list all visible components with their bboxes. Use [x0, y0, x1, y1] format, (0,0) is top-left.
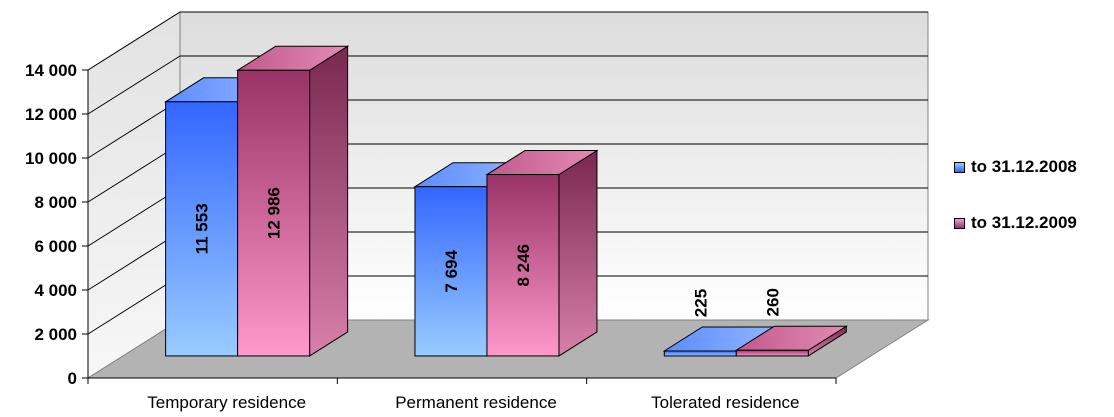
- data-label: 225: [691, 289, 710, 317]
- y-tick-label: 14 000: [25, 61, 77, 80]
- data-label: 11 553: [193, 203, 212, 254]
- legend-label-2008: to 31.12.2008: [971, 157, 1077, 176]
- y-tick-label: 0: [68, 369, 77, 388]
- y-tick-label: 8 000: [34, 193, 77, 212]
- x-tick-label: Tolerated residence: [651, 393, 799, 412]
- gridline-side: [87, 231, 181, 291]
- gridline-side: [87, 55, 181, 115]
- bar: [414, 186, 488, 357]
- y-tick-label: 4 000: [34, 281, 77, 300]
- bar: [735, 349, 809, 357]
- bar-side: [309, 45, 349, 357]
- legend-item-2008: to 31.12.2008: [954, 156, 1077, 178]
- data-label: 8 246: [514, 244, 533, 287]
- gridline-side: [87, 275, 181, 335]
- y-tick-label: 12 000: [25, 105, 77, 124]
- bar: [663, 350, 737, 357]
- data-label: 260: [763, 288, 782, 316]
- axes: 0 2 000 4 000 6 000 8 000 10 000 12 000 14 000 T…: [25, 61, 837, 412]
- bar: [237, 69, 311, 357]
- y-tick-label: 10 000: [25, 149, 77, 168]
- gridline-side: [87, 187, 181, 247]
- data-label: 7 694: [442, 250, 461, 293]
- legend: to 31.12.2008 to 31.12.2009: [954, 156, 1077, 268]
- bar-side: [558, 149, 598, 357]
- data-label: 12 986: [265, 187, 284, 239]
- legend-swatch-2008: [954, 161, 965, 173]
- gridline-side: [87, 143, 181, 203]
- x-tick-label: Temporary residence: [147, 393, 306, 412]
- y-tick-label: 2 000: [34, 325, 77, 344]
- gridline-side: [87, 99, 181, 159]
- gridline-side: [87, 11, 181, 71]
- y-tick-label: 6 000: [34, 237, 77, 256]
- bars: [163, 45, 849, 357]
- legend-label-2009: to 31.12.2009: [971, 213, 1077, 232]
- data-labels: 11 553 12 986 7 694 8 246 225 260: [193, 187, 783, 317]
- bar: [486, 174, 560, 357]
- bar: [165, 101, 239, 357]
- legend-swatch-2009: [954, 217, 965, 229]
- legend-item-2009: to 31.12.2009: [954, 212, 1077, 234]
- x-tick-label: Permanent residence: [395, 393, 557, 412]
